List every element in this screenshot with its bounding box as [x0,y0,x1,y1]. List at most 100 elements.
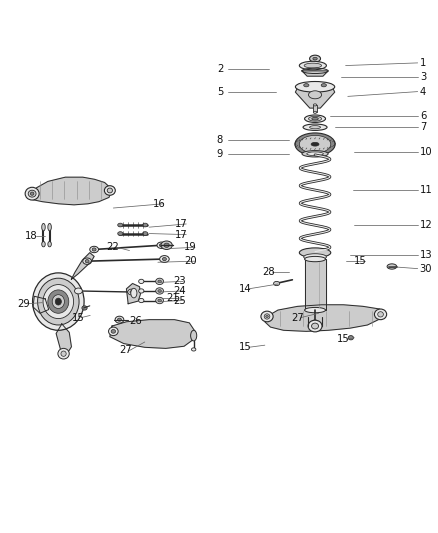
Text: 20: 20 [184,256,197,266]
Ellipse shape [311,320,319,327]
Ellipse shape [48,290,69,313]
Ellipse shape [304,84,309,87]
Ellipse shape [161,241,172,249]
Ellipse shape [164,243,169,247]
Text: 30: 30 [419,264,431,273]
Ellipse shape [30,192,34,195]
Polygon shape [304,259,325,310]
Ellipse shape [82,306,87,310]
Ellipse shape [143,223,148,227]
Ellipse shape [299,135,331,153]
Ellipse shape [52,295,64,309]
Polygon shape [71,253,94,279]
Text: 12: 12 [420,220,433,230]
Text: 9: 9 [217,149,223,159]
Text: 24: 24 [173,286,186,296]
Ellipse shape [261,311,273,322]
Ellipse shape [191,330,197,341]
Ellipse shape [92,248,96,251]
Ellipse shape [58,349,69,359]
Ellipse shape [304,256,325,262]
Text: 15: 15 [71,312,84,322]
Polygon shape [265,305,383,332]
Text: 16: 16 [152,199,166,209]
Text: 29: 29 [17,298,30,309]
Ellipse shape [85,260,89,263]
Ellipse shape [307,152,323,156]
Text: 3: 3 [420,72,426,82]
Ellipse shape [313,58,317,60]
Ellipse shape [378,312,383,317]
Ellipse shape [162,257,166,261]
Ellipse shape [48,241,51,247]
Text: 17: 17 [175,230,188,240]
Ellipse shape [158,289,161,292]
Text: 17: 17 [175,219,188,229]
Ellipse shape [274,281,280,286]
Ellipse shape [304,254,326,260]
Text: 7: 7 [420,122,426,132]
Ellipse shape [159,244,163,247]
Ellipse shape [308,320,322,332]
Ellipse shape [117,318,121,321]
Polygon shape [302,71,328,76]
Ellipse shape [115,316,124,323]
Text: 10: 10 [420,147,432,157]
Ellipse shape [131,288,137,298]
Text: 6: 6 [420,110,426,120]
Ellipse shape [155,278,163,285]
Polygon shape [110,320,195,349]
Text: 15: 15 [354,256,367,266]
Ellipse shape [308,91,321,99]
Text: 15: 15 [239,342,251,352]
Ellipse shape [264,314,270,319]
Ellipse shape [139,279,144,284]
Ellipse shape [299,61,326,70]
Ellipse shape [155,297,163,304]
Ellipse shape [321,84,326,87]
Ellipse shape [348,336,353,340]
Ellipse shape [61,351,66,357]
Text: 15: 15 [337,334,350,344]
Text: 5: 5 [217,86,223,96]
Ellipse shape [157,242,166,248]
Ellipse shape [118,223,123,227]
Polygon shape [295,87,335,108]
Ellipse shape [302,151,328,157]
Polygon shape [127,284,141,304]
Ellipse shape [90,246,99,253]
Ellipse shape [191,348,196,351]
Ellipse shape [299,248,331,257]
Text: 14: 14 [239,284,251,294]
Ellipse shape [55,298,61,305]
Ellipse shape [266,316,268,318]
Ellipse shape [295,82,335,92]
Ellipse shape [159,256,169,263]
Text: 26: 26 [130,316,142,326]
Ellipse shape [158,280,161,282]
Ellipse shape [118,232,123,236]
Text: 21: 21 [166,293,179,303]
Text: 27: 27 [291,312,304,322]
Ellipse shape [303,124,327,131]
Ellipse shape [83,258,92,264]
Ellipse shape [310,126,321,129]
Ellipse shape [310,55,321,62]
Ellipse shape [25,187,39,200]
Ellipse shape [311,142,319,146]
Ellipse shape [374,309,387,320]
Ellipse shape [48,223,51,231]
Ellipse shape [43,285,74,319]
Ellipse shape [313,111,317,114]
Ellipse shape [42,223,45,231]
Ellipse shape [107,188,113,193]
Ellipse shape [32,273,84,330]
Text: 1: 1 [420,58,426,68]
Text: 13: 13 [420,250,432,260]
Text: 27: 27 [120,345,132,356]
Text: 11: 11 [420,185,433,195]
Polygon shape [33,296,49,313]
Ellipse shape [387,264,397,269]
Ellipse shape [109,327,118,336]
Ellipse shape [111,329,116,333]
